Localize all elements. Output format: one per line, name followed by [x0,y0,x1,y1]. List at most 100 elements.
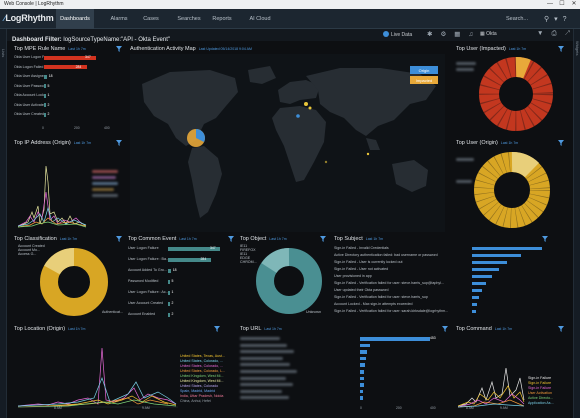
bar[interactable] [472,302,477,306]
user-icon[interactable]: ⚲ [544,16,555,23]
donut-chart[interactable] [254,246,324,316]
right-rail[interactable]: Widgets [573,29,580,418]
legend-item: China, Anhui, Hefei [180,399,211,403]
donut-chart[interactable] [38,246,110,318]
okta-dashboard-selector[interactable]: ▦ Okta [480,31,497,37]
bar[interactable] [168,290,170,295]
filter-icon[interactable] [558,46,564,52]
minimize-icon[interactable]: — [547,1,553,7]
bar[interactable] [360,389,363,394]
app-logo[interactable]: ∕LogRhythm [4,13,54,23]
bar[interactable] [360,350,367,354]
filter-icon[interactable] [320,236,326,242]
bar[interactable] [44,65,87,69]
filter-icon[interactable] [558,140,564,146]
bar[interactable] [472,274,492,278]
tab-searches[interactable]: Searches [177,16,201,22]
bar[interactable] [44,103,46,107]
filter-icon[interactable] [116,46,122,52]
location-line-chart[interactable] [18,338,178,408]
grid-icon[interactable]: ▦ [454,31,469,38]
tab-dashboards[interactable]: Dashboards [56,9,94,29]
bar[interactable] [360,376,364,381]
bar-label: Sign-in Failed - User not activated [334,267,389,271]
bar[interactable] [472,309,476,313]
bell-icon[interactable]: ✱ [427,31,441,38]
redacted-label [456,158,474,161]
donut-chart[interactable] [472,150,552,230]
music-note-icon[interactable]: ♫ [468,31,482,38]
bar[interactable] [360,337,430,341]
search-nav[interactable]: Search... [506,16,529,22]
bar-label: Okta Account Locked [14,93,44,97]
bar-label: Sign-in Failed - User is currently locke… [334,260,403,264]
share-icon[interactable]: ↗ [564,30,578,37]
bar[interactable] [472,260,507,264]
live-data-toggle[interactable]: Live Data [383,31,412,38]
slice-label: Account Mo... [18,248,40,252]
bar[interactable] [472,267,499,271]
filter-icon[interactable] [228,236,234,242]
okta-label: Okta [486,31,497,37]
bar[interactable] [472,246,542,250]
filter-icon[interactable] [442,326,448,332]
bar[interactable] [168,268,171,273]
panel-title-text: Top URL [240,326,262,332]
bar-label: Sign-in Failed - Verification failed for… [334,295,428,299]
panel-top-command: Top Command Last 1h 7m 8 AM 9 AM Sign-in … [456,326,566,410]
bar[interactable] [472,295,479,299]
bar[interactable] [44,93,46,98]
chevron-down-icon[interactable]: ▾ [554,16,563,23]
legend-item: Sign-in Failure [528,386,552,390]
legend-item: United Kingdom, West Mi... [180,374,224,378]
filter-icon[interactable] [542,236,548,242]
print-icon[interactable]: ⎙ [551,30,565,37]
legend-item: United States, Colorado, ... [180,364,224,368]
legend-item: Sign-in Failure [528,376,552,380]
bar[interactable] [360,396,363,400]
bar[interactable] [360,383,364,387]
bar[interactable] [472,281,486,285]
filter-icon[interactable] [214,326,220,332]
bar[interactable] [360,370,365,374]
bar[interactable] [360,343,370,348]
bar[interactable] [472,288,482,292]
tab-reports[interactable]: Reports [212,16,232,22]
close-icon[interactable]: ✕ [571,1,577,7]
panel-title: Top Object Last 1h 7m [240,236,287,242]
bar[interactable] [360,363,365,367]
filter-icon[interactable] [558,326,564,332]
ip-line-chart[interactable] [18,152,88,228]
bar[interactable] [472,253,521,257]
bar[interactable] [168,312,170,317]
filter-icon[interactable] [116,140,122,146]
bar[interactable] [168,279,170,284]
filter-icon[interactable]: ▼ [537,30,552,37]
tab-cases[interactable]: Cases [143,16,159,22]
tab-ai-cloud[interactable]: AI Cloud [249,16,271,22]
panel-subtitle: Last 1h 7m [365,237,384,241]
bar[interactable] [168,301,170,306]
world-map[interactable]: Origin Impacted [130,54,445,232]
bar[interactable] [44,84,46,88]
maximize-icon[interactable]: ☐ [559,1,565,7]
bar-value: 2 [47,112,50,116]
slice-label: IE11 [240,244,248,248]
left-rail[interactable]: Lists [0,29,7,418]
panel-subtitle: Last 1h 7m [269,237,287,241]
panel-title-text: Top MPE Rule Name [14,46,66,52]
bar[interactable] [168,246,220,251]
donut-chart[interactable] [478,56,554,132]
help-icon[interactable]: ? [562,16,572,23]
bar[interactable] [360,356,366,361]
bar[interactable] [44,74,47,79]
bar[interactable] [168,257,211,262]
command-line-chart[interactable] [458,338,526,408]
filter-icon[interactable] [116,236,122,242]
bar[interactable] [44,55,97,60]
bar[interactable] [44,112,46,117]
gear-icon[interactable]: ⚙ [440,31,455,38]
redacted-legend [92,176,116,179]
tab-alarms[interactable]: Alarms [110,16,128,22]
